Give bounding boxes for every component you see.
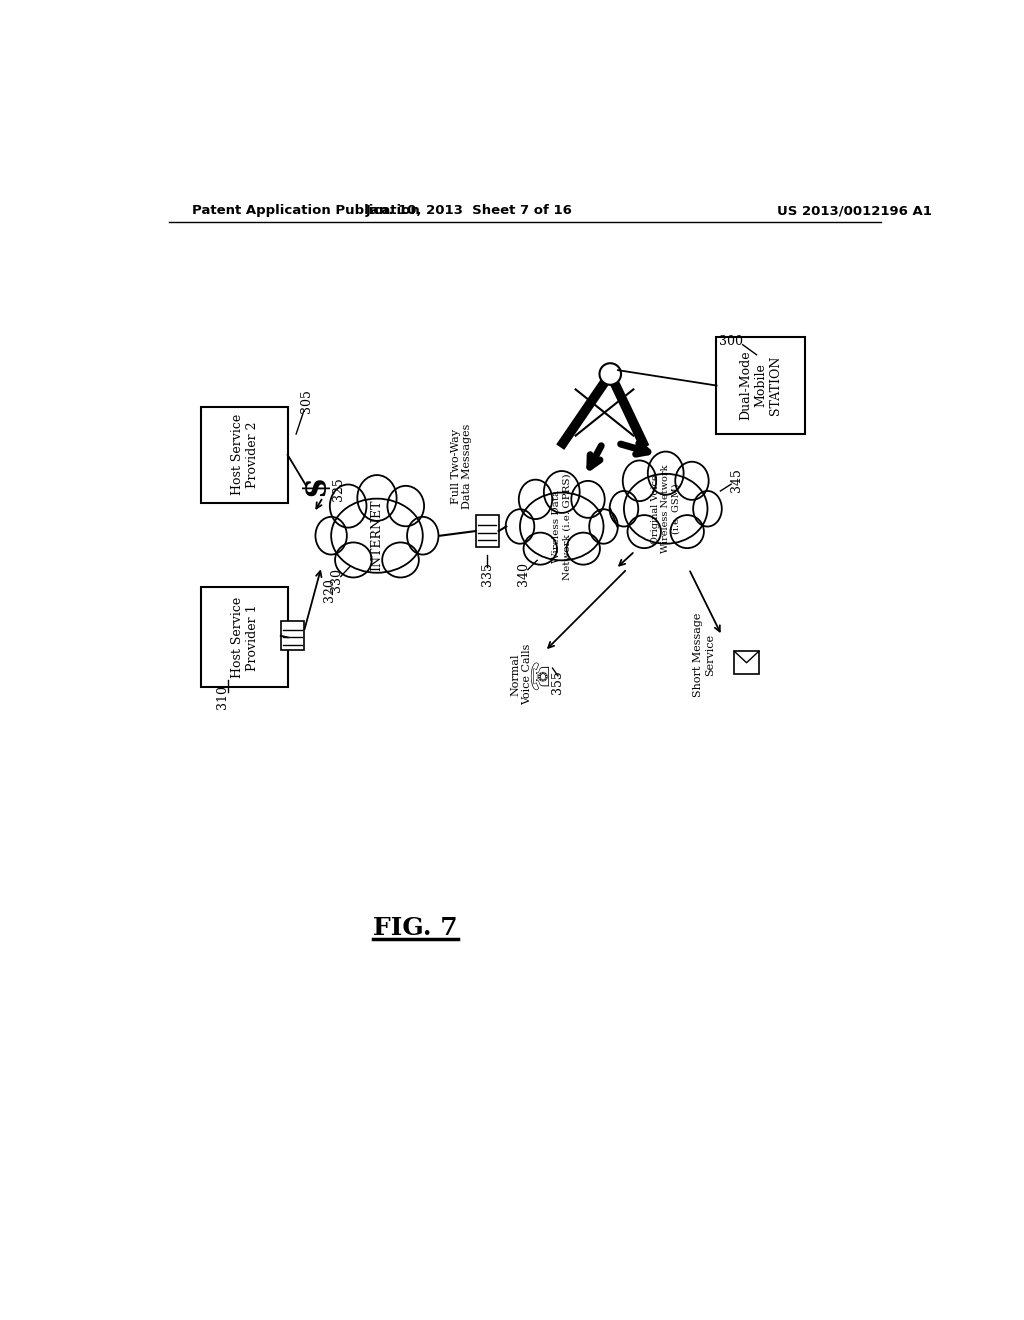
Ellipse shape — [506, 510, 535, 544]
Text: 355: 355 — [551, 671, 564, 694]
Ellipse shape — [519, 479, 552, 519]
Text: Dual-Mode
Mobile
STATION: Dual-Mode Mobile STATION — [739, 351, 782, 420]
Ellipse shape — [330, 484, 367, 528]
Ellipse shape — [648, 451, 684, 495]
Text: Patent Application Publication: Patent Application Publication — [193, 205, 420, 218]
FancyBboxPatch shape — [716, 338, 805, 434]
Ellipse shape — [675, 462, 709, 500]
Ellipse shape — [408, 517, 438, 554]
Text: 310: 310 — [216, 685, 229, 709]
Text: Full Two-Way
Data Messages: Full Two-Way Data Messages — [451, 424, 472, 510]
Circle shape — [599, 363, 621, 385]
FancyBboxPatch shape — [202, 587, 288, 688]
Ellipse shape — [357, 475, 396, 521]
Text: Host Service
Provider 1: Host Service Provider 1 — [230, 597, 258, 678]
Ellipse shape — [624, 467, 708, 550]
Text: 330: 330 — [331, 569, 343, 593]
Text: FIG. 7: FIG. 7 — [373, 916, 458, 940]
FancyBboxPatch shape — [475, 515, 499, 548]
Text: $: $ — [300, 475, 331, 496]
Ellipse shape — [628, 515, 660, 548]
Ellipse shape — [566, 532, 600, 565]
Ellipse shape — [571, 480, 605, 517]
Ellipse shape — [671, 515, 703, 548]
Text: INTERNET: INTERNET — [371, 500, 383, 572]
Ellipse shape — [523, 532, 557, 565]
Text: Wireless Data
Network (i.e. GPRS): Wireless Data Network (i.e. GPRS) — [552, 473, 571, 579]
Ellipse shape — [387, 486, 424, 527]
Text: 345: 345 — [730, 469, 743, 492]
Ellipse shape — [609, 491, 638, 527]
FancyBboxPatch shape — [202, 407, 288, 503]
Text: US 2013/0012196 A1: US 2013/0012196 A1 — [777, 205, 932, 218]
Ellipse shape — [520, 487, 603, 566]
FancyBboxPatch shape — [281, 622, 304, 651]
Text: 300: 300 — [719, 335, 743, 348]
Text: 325: 325 — [332, 478, 345, 502]
Ellipse shape — [544, 471, 580, 513]
Ellipse shape — [335, 543, 372, 577]
Ellipse shape — [315, 517, 347, 554]
Ellipse shape — [623, 461, 656, 502]
Text: 320: 320 — [323, 578, 336, 602]
Ellipse shape — [589, 510, 617, 544]
Ellipse shape — [382, 543, 419, 577]
Text: 335: 335 — [480, 562, 494, 586]
Text: 305: 305 — [300, 389, 312, 413]
FancyBboxPatch shape — [734, 651, 759, 675]
Text: Short Message
Service: Short Message Service — [693, 612, 715, 697]
Text: ☏: ☏ — [529, 659, 553, 690]
Ellipse shape — [693, 491, 722, 527]
Text: Normal
Voice Calls: Normal Voice Calls — [511, 644, 532, 705]
Ellipse shape — [331, 492, 423, 579]
Text: Original Voice
Wireless Network
(i.e. GSM): Original Voice Wireless Network (i.e. GS… — [651, 465, 681, 553]
Text: Jan. 10, 2013  Sheet 7 of 16: Jan. 10, 2013 Sheet 7 of 16 — [366, 205, 572, 218]
Text: Host Service
Provider 2: Host Service Provider 2 — [230, 414, 258, 495]
Text: 340: 340 — [517, 562, 529, 586]
